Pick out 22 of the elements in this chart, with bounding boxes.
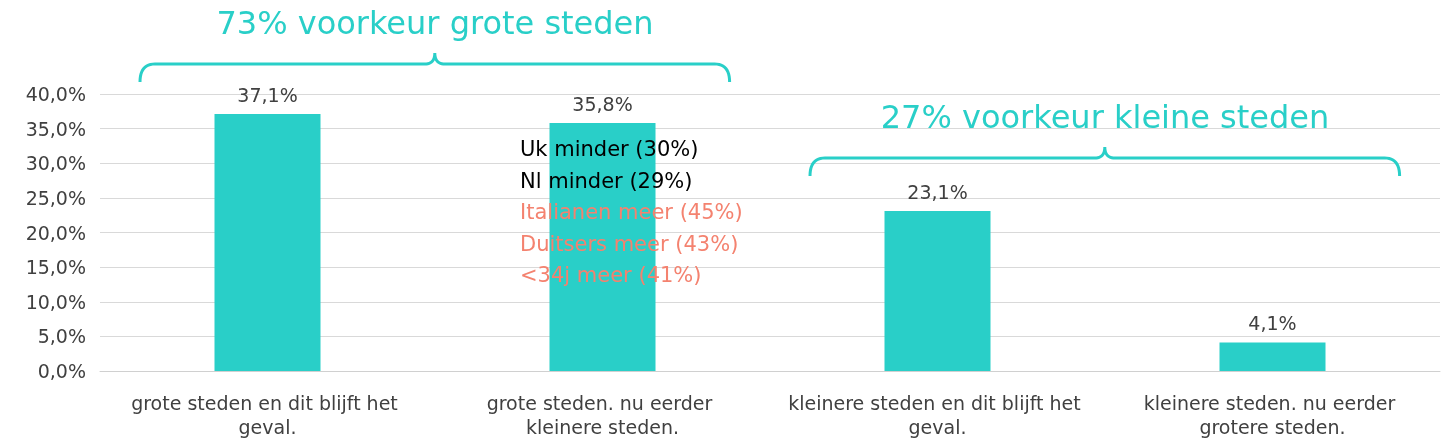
x-tick-label: grote steden. nu eerder kleinere steden. <box>486 392 719 438</box>
bar <box>214 114 321 371</box>
data-label: 37,1% <box>237 83 298 106</box>
x-tick-label: grote steden en dit blijft het geval. <box>131 392 404 438</box>
x-tick-label: kleinere steden en dit blijft het geval. <box>788 392 1087 438</box>
y-tick-label: 20,0% <box>25 221 86 244</box>
y-tick-label: 25,0% <box>25 186 86 209</box>
bar <box>1219 342 1326 371</box>
annotation: 27% voorkeur kleine steden <box>880 98 1330 136</box>
x-tick-label: kleinere steden. nu eerder grotere steden. <box>1143 392 1402 438</box>
y-tick-label: 30,0% <box>25 152 86 175</box>
data-label: 4,1% <box>1248 312 1297 335</box>
text: 73% voorkeur grote steden <box>216 4 654 42</box>
y-tick-label: 10,0% <box>25 290 86 313</box>
y-tick-label: 40,0% <box>25 83 86 105</box>
y-tick-label: 0,0% <box>37 360 86 382</box>
y-tick-label: 15,0% <box>25 256 86 279</box>
y-tick-label: 35,0% <box>25 117 86 140</box>
data-label: 35,8% <box>572 92 633 115</box>
y-tick-label: 5,0% <box>37 325 86 348</box>
bar <box>884 211 991 371</box>
data-label: 23,1% <box>907 180 968 203</box>
